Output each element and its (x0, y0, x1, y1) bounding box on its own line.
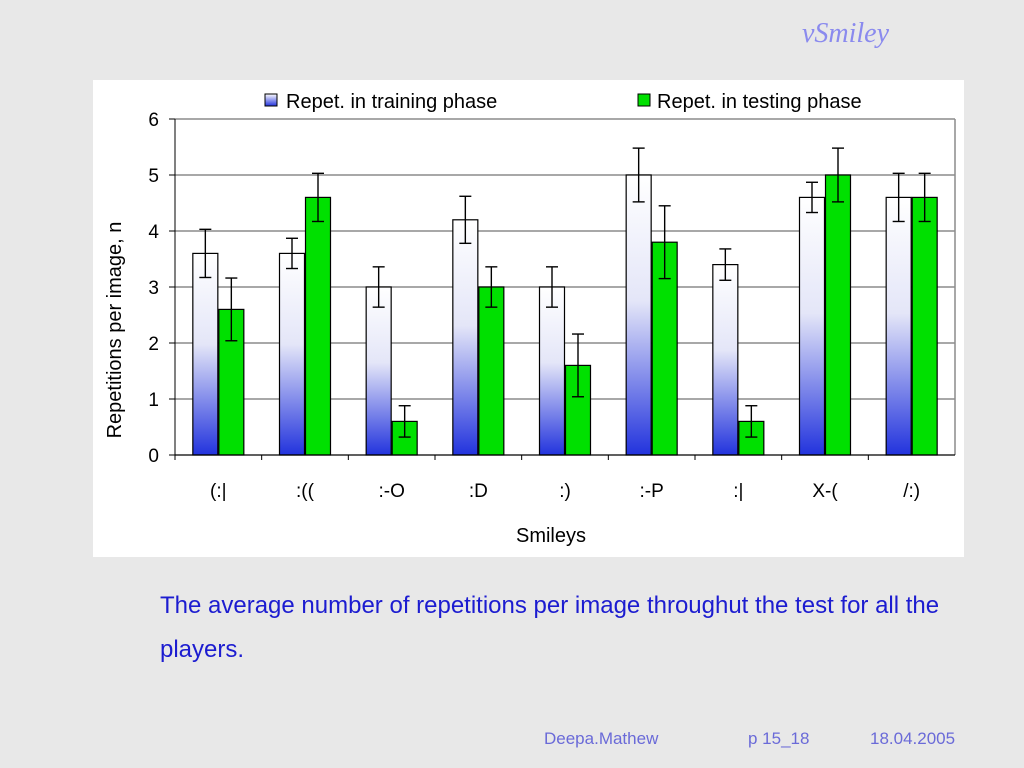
bar-training (625, 174, 652, 456)
bar-training (192, 252, 219, 456)
x-tick-label: :(( (296, 481, 315, 502)
y-tick-label: 0 (148, 446, 159, 467)
legend: Repet. in training phase Repet. in testi… (264, 91, 862, 113)
x-tick-label: /:) (903, 481, 920, 502)
chart-panel: 0 1 2 3 4 5 6 (:| :(( :-O :D:) :-P :| X-( /:) Repet. i… (93, 80, 964, 557)
bar-training (538, 286, 566, 456)
bar-training (712, 264, 739, 456)
footer-page-number: p 15_18 (748, 729, 810, 748)
axes (169, 118, 955, 460)
x-axis-title: Smileys (516, 525, 586, 547)
footer-date: 18.04.2005 (870, 729, 956, 748)
bar-testing (824, 174, 852, 456)
legend-swatch-training (264, 93, 278, 107)
axis-labels: 0 1 2 3 4 5 6 (:| :(( :-O :D:) :-P :| X-( /:) (148, 110, 920, 502)
legend-label-training: Repet. in training phase (286, 91, 497, 113)
slide-title: vSmiley (801, 18, 889, 49)
x-tick-label: X-( (812, 481, 838, 502)
x-tick-label: (:| (210, 481, 227, 502)
x-tick-label: :| (733, 481, 743, 502)
y-tick-label: 1 (148, 390, 159, 411)
bars (192, 147, 938, 456)
y-tick-label: 5 (148, 166, 159, 187)
x-tick-label: :D (469, 481, 488, 502)
y-tick-label: 6 (148, 110, 159, 131)
bar-training (798, 196, 826, 456)
legend-label-testing: Repet. in testing phase (657, 91, 862, 113)
bar-training (278, 252, 306, 456)
footer-author: Deepa.Mathew (544, 729, 659, 748)
x-tick-label: :) (559, 481, 571, 502)
bar-testing (304, 196, 332, 456)
x-tick-label: :-O (378, 481, 404, 502)
slide-caption: The average number of repetitions per im… (160, 592, 940, 663)
y-tick-label: 4 (148, 222, 159, 243)
y-axis-title: Repetitions per image, n (104, 222, 126, 439)
bar-training (885, 196, 912, 456)
x-tick-label: :-P (640, 481, 664, 502)
bar-training (365, 286, 392, 456)
bar-testing (478, 286, 505, 456)
legend-swatch-testing (637, 93, 651, 107)
y-tick-label: 3 (148, 278, 159, 299)
y-tick-label: 2 (148, 334, 159, 355)
bar-chart: 0 1 2 3 4 5 6 (:| :(( :-O :D:) :-P :| X-( /:) Repet. i… (104, 91, 956, 547)
bar-training (452, 219, 479, 456)
bar-testing (911, 196, 938, 456)
